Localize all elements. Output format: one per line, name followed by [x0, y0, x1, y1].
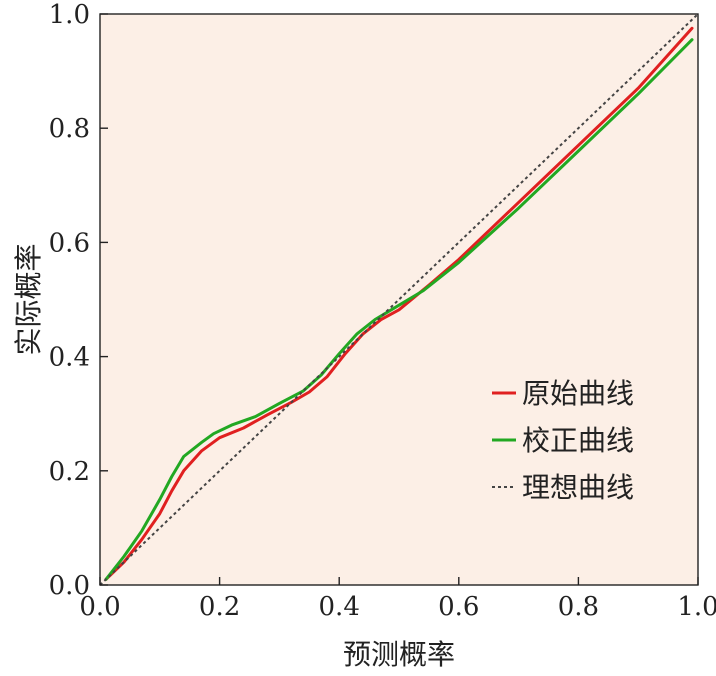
- legend-label-2: 校正曲线: [522, 424, 634, 457]
- x-tick-label: 0.0: [79, 592, 120, 622]
- x-tick-label: 0.6: [438, 592, 479, 622]
- x-axis-title: 预测概率: [343, 638, 455, 671]
- y-tick-label: 0.0: [49, 571, 90, 601]
- x-tick-label: 1.0: [677, 592, 716, 622]
- ticks-layer: 0.0 0.2 0.4 0.6 0.8 1.0 0.0 0.2 0.4 0.6 0.8 1.0: [49, 0, 716, 622]
- y-tick-label: 0.8: [49, 114, 90, 144]
- plot-frame: [99, 13, 699, 586]
- series-layer: [99, 13, 699, 586]
- x-tick-label: 0.8: [558, 592, 599, 622]
- y-tick-label: 1.0: [49, 0, 90, 30]
- x-tick-label: 0.2: [199, 592, 240, 622]
- y-tick-label: 0.4: [49, 343, 90, 373]
- x-tick-label: 0.4: [319, 592, 360, 622]
- plot-background: [100, 14, 698, 585]
- legend-label-3: 理想曲线: [522, 471, 634, 504]
- y-tick-label: 0.2: [49, 457, 90, 487]
- y-axis-title: 实际概率: [12, 243, 45, 355]
- legend-label-1: 原始曲线: [522, 377, 634, 410]
- y-tick-label: 0.6: [49, 228, 90, 258]
- series-line-1: [104, 26, 694, 581]
- series-line-2: [104, 38, 694, 581]
